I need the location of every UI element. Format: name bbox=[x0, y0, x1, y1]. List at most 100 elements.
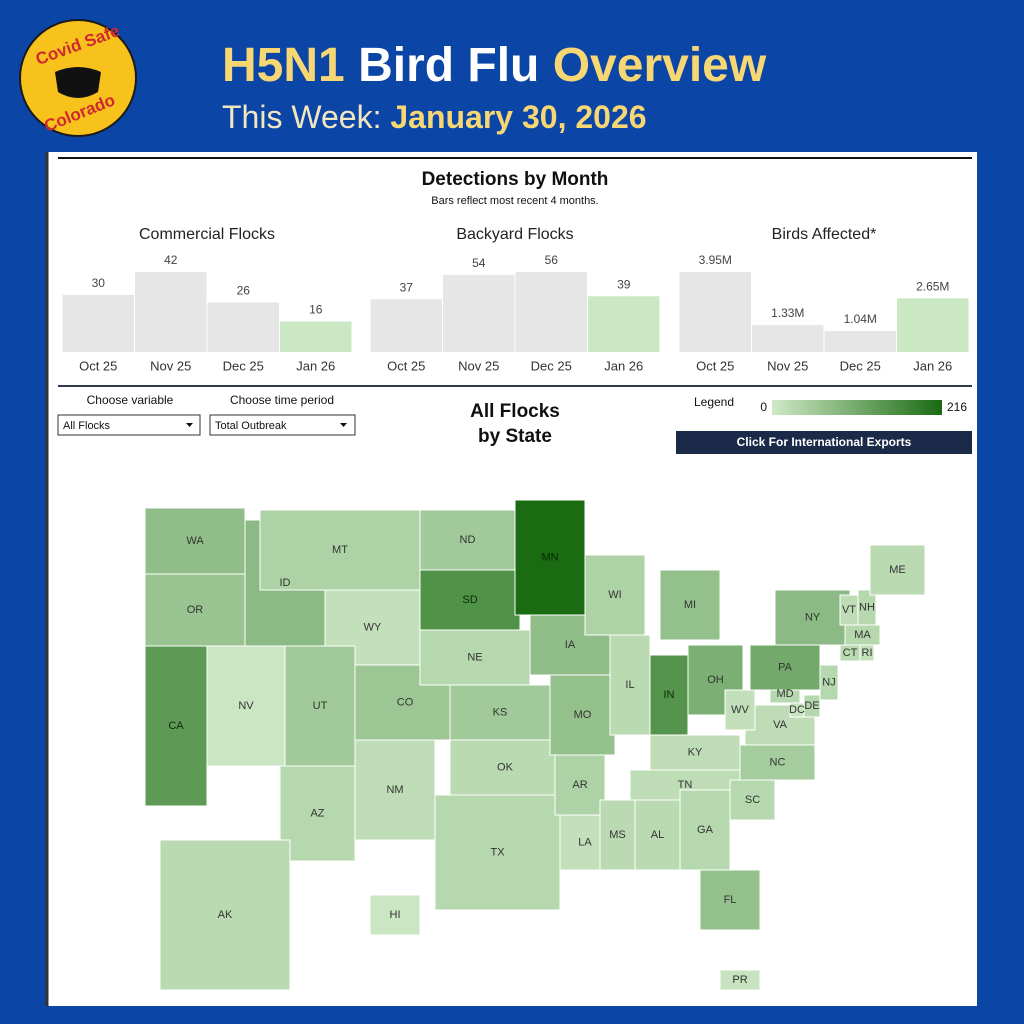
state-label: VT bbox=[842, 604, 856, 616]
state-label: NV bbox=[238, 700, 254, 712]
state bbox=[803, 694, 821, 718]
state-label: MA bbox=[854, 629, 871, 641]
legend-max: 216 bbox=[947, 400, 967, 414]
state-label: CA bbox=[168, 720, 184, 732]
state bbox=[819, 664, 839, 701]
state-label: MS bbox=[609, 829, 626, 841]
page-subtitle: This Week: January 30, 2026 bbox=[222, 99, 647, 135]
dropdown-value[interactable]: All Flocks bbox=[63, 420, 111, 432]
state bbox=[609, 634, 651, 736]
state-label: NY bbox=[805, 611, 821, 623]
dropdown-value[interactable]: Total Outbreak bbox=[215, 420, 287, 432]
state-label: MN bbox=[541, 551, 558, 563]
title-part: Bird Flu bbox=[358, 39, 539, 92]
x-tick-label: Jan 26 bbox=[604, 358, 643, 373]
legend-gradient bbox=[772, 400, 942, 415]
x-tick-label: Dec 25 bbox=[223, 358, 264, 373]
bar bbox=[752, 325, 824, 352]
state-label: OH bbox=[707, 674, 724, 686]
section-title: Detections by Month bbox=[422, 169, 609, 190]
state-label: WV bbox=[731, 704, 749, 716]
title-part: H5N1 bbox=[222, 39, 345, 92]
button-label[interactable]: Click For International Exports bbox=[737, 435, 912, 449]
state-label: NM bbox=[386, 784, 403, 796]
button-box[interactable] bbox=[676, 431, 972, 454]
section-subtitle: Bars reflect most recent 4 months. bbox=[431, 195, 599, 207]
period-dropdown[interactable]: Total Outbreak bbox=[209, 414, 356, 436]
x-tick-label: Nov 25 bbox=[458, 358, 499, 373]
bar bbox=[897, 298, 969, 352]
state-label: NH bbox=[859, 601, 875, 613]
dropdown-box[interactable] bbox=[57, 414, 201, 436]
state-label: IN bbox=[664, 689, 675, 701]
value-label: 26 bbox=[237, 284, 251, 298]
dropdown-arrow[interactable] bbox=[186, 423, 193, 427]
x-tick-label: Nov 25 bbox=[767, 358, 808, 373]
x-tick-label: Oct 25 bbox=[79, 358, 117, 373]
logo-mask bbox=[55, 67, 101, 98]
title-part: Overview bbox=[553, 39, 767, 92]
bar bbox=[443, 274, 515, 352]
state-label: AZ bbox=[310, 807, 324, 819]
state-label: FL bbox=[724, 894, 737, 906]
state bbox=[857, 589, 877, 626]
value-label: 42 bbox=[164, 253, 178, 267]
bar bbox=[588, 296, 660, 352]
exports-button[interactable]: Click For International Exports bbox=[676, 431, 972, 454]
state bbox=[649, 734, 741, 771]
chart-title: Birds Affected* bbox=[772, 226, 877, 243]
state-label: WI bbox=[608, 589, 621, 601]
state bbox=[279, 765, 356, 862]
state bbox=[144, 507, 246, 575]
state-label: IA bbox=[565, 639, 576, 651]
state-label: LA bbox=[578, 836, 592, 848]
value-label: 37 bbox=[400, 280, 414, 294]
state bbox=[514, 499, 586, 616]
state bbox=[584, 554, 646, 636]
legend-min: 0 bbox=[760, 400, 767, 414]
control-label: Choose time period bbox=[230, 393, 334, 407]
state-label: AR bbox=[572, 779, 587, 791]
x-tick-label: Jan 26 bbox=[296, 358, 335, 373]
logo: Covid Safe Colorado bbox=[19, 19, 137, 137]
state bbox=[774, 589, 851, 646]
dropdown-arrow[interactable] bbox=[340, 423, 347, 427]
chart-title: Backyard Flocks bbox=[456, 226, 573, 243]
map-title: All Flocks bbox=[470, 401, 560, 422]
state-label: NE bbox=[467, 651, 482, 663]
dropdown-box[interactable] bbox=[209, 414, 356, 436]
subtitle-label: This Week: bbox=[222, 99, 381, 135]
state bbox=[259, 509, 421, 591]
x-tick-label: Dec 25 bbox=[531, 358, 572, 373]
x-tick-label: Nov 25 bbox=[150, 358, 191, 373]
value-label: 56 bbox=[545, 253, 559, 267]
state bbox=[419, 569, 521, 631]
state-label: TN bbox=[678, 779, 693, 791]
state-label: OK bbox=[497, 761, 514, 773]
state-label: GA bbox=[697, 824, 714, 836]
state-label: PA bbox=[778, 661, 793, 673]
value-label: 30 bbox=[92, 276, 106, 290]
value-label: 54 bbox=[472, 256, 486, 270]
bar bbox=[370, 299, 442, 352]
chart-title: Commercial Flocks bbox=[139, 226, 275, 243]
state-label: TX bbox=[490, 846, 505, 858]
state-label: DE bbox=[804, 700, 819, 712]
state bbox=[554, 754, 606, 816]
bar bbox=[679, 272, 751, 352]
state-label: CO bbox=[397, 696, 414, 708]
legend-label: Legend bbox=[694, 395, 734, 409]
state-label: SD bbox=[462, 594, 477, 606]
state bbox=[159, 839, 291, 991]
variable-dropdown[interactable]: All Flocks bbox=[57, 414, 201, 436]
map-title: by State bbox=[478, 426, 552, 447]
state-label: VA bbox=[773, 719, 788, 731]
state-label: NC bbox=[770, 756, 786, 768]
state-label: KY bbox=[688, 746, 703, 758]
state-label: UT bbox=[313, 700, 328, 712]
state-label: NJ bbox=[822, 676, 835, 688]
state bbox=[449, 739, 561, 796]
state-label: MI bbox=[684, 599, 696, 611]
value-label: 2.65M bbox=[916, 280, 949, 294]
